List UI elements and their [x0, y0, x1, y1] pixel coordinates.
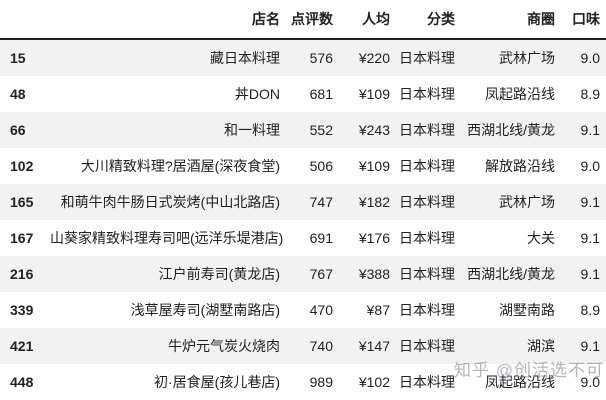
row-index: 167: [10, 230, 34, 246]
cell-category: 日本料理: [399, 50, 455, 66]
cell-reviews: 506: [309, 158, 333, 174]
table-row: 421 牛炉元气炭火烧肉 740 ¥147 日本料理 湖滨 9.1: [0, 328, 606, 364]
cell-name: 江户前寿司(黄龙店): [158, 266, 280, 282]
header-row: 店名 点评数 人均 分类 商圈 口味: [0, 0, 606, 40]
cell-reviews: 747: [309, 194, 333, 210]
cell-category: 日本料理: [399, 86, 455, 102]
table-row: 216 江户前寿司(黄龙店) 767 ¥388 日本料理 西湖北线/黄龙 9.1: [0, 256, 606, 292]
index-column-header: [0, 0, 50, 40]
cell-avg: ¥220: [358, 50, 390, 66]
cell-taste: 9.0: [580, 374, 600, 390]
cell-category: 日本料理: [399, 338, 455, 354]
cell-district: 西湖北线/黄龙: [467, 266, 555, 282]
cell-reviews: 740: [309, 338, 333, 354]
cell-taste: 9.1: [580, 338, 600, 354]
row-index: 165: [10, 194, 34, 210]
cell-name: 浅草屋寿司(湖墅南路店): [130, 302, 280, 318]
cell-avg: ¥147: [358, 338, 390, 354]
table-row: 66 和一料理 552 ¥243 日本料理 西湖北线/黄龙 9.1: [0, 112, 606, 148]
cell-name: 丼DON: [234, 86, 280, 102]
table-row: 339 浅草屋寿司(湖墅南路店) 470 ¥87 日本料理 湖墅南路 8.9: [0, 292, 606, 328]
cell-reviews: 552: [309, 122, 333, 138]
cell-category: 日本料理: [399, 122, 455, 138]
cell-category: 日本料理: [399, 266, 455, 282]
column-header-avg: 人均: [339, 0, 396, 40]
row-index: 48: [10, 86, 26, 102]
cell-avg: ¥388: [358, 266, 390, 282]
cell-district: 凤起路沿线: [485, 374, 555, 390]
cell-taste: 9.1: [580, 194, 600, 210]
cell-taste: 9.1: [580, 122, 600, 138]
cell-avg: ¥109: [358, 158, 390, 174]
cell-taste: 9.1: [580, 230, 600, 246]
row-index: 448: [10, 374, 34, 390]
column-header-taste: 口味: [561, 0, 606, 40]
cell-reviews: 691: [309, 230, 333, 246]
cell-category: 日本料理: [399, 230, 455, 246]
cell-avg: ¥102: [358, 374, 390, 390]
cell-name: 牛炉元气炭火烧肉: [168, 338, 280, 354]
cell-reviews: 681: [309, 86, 333, 102]
row-index: 421: [10, 338, 34, 354]
column-header-district: 商圈: [461, 0, 561, 40]
cell-name: 和萌牛肉牛肠日式炭烤(中山北路店): [60, 194, 280, 210]
cell-reviews: 470: [309, 302, 333, 318]
cell-reviews: 576: [309, 50, 333, 66]
cell-avg: ¥87: [366, 302, 390, 318]
cell-category: 日本料理: [399, 374, 455, 390]
row-index: 216: [10, 266, 34, 282]
table-header: 店名 点评数 人均 分类 商圈 口味: [0, 0, 606, 40]
cell-district: 湖滨: [527, 338, 555, 354]
cell-category: 日本料理: [399, 194, 455, 210]
cell-avg: ¥182: [358, 194, 390, 210]
cell-taste: 8.9: [580, 302, 600, 318]
table-row: 102 大川精致料理?居酒屋(深夜食堂) 506 ¥109 日本料理 解放路沿线 9.0: [0, 148, 606, 184]
table-row: 48 丼DON 681 ¥109 日本料理 凤起路沿线 8.9: [0, 76, 606, 112]
column-header-name: 店名: [50, 0, 286, 40]
row-index: 339: [10, 302, 34, 318]
cell-name: 山葵家精致料理寿司吧(远洋乐堤港店): [50, 230, 284, 246]
row-index: 102: [10, 158, 34, 174]
cell-district: 凤起路沿线: [485, 86, 555, 102]
cell-taste: 9.0: [580, 158, 600, 174]
cell-district: 大关: [527, 230, 555, 246]
cell-avg: ¥109: [358, 86, 390, 102]
table-row: 167 山葵家精致料理寿司吧(远洋乐堤港店) 691 ¥176 日本料理 大关 9.1: [0, 220, 606, 256]
row-index: 15: [10, 50, 26, 66]
cell-taste: 8.9: [580, 86, 600, 102]
row-index: 66: [10, 122, 26, 138]
cell-category: 日本料理: [399, 302, 455, 318]
table-body: 15 藏日本料理 576 ¥220 日本料理 武林广场 9.0 48 丼DON 681 ¥109 日本…: [0, 39, 606, 400]
cell-district: 武林广场: [499, 50, 555, 66]
cell-name: 和一料理: [224, 122, 280, 138]
cell-name: 初·居食屋(孩儿巷店): [154, 374, 280, 390]
table-row: 165 和萌牛肉牛肠日式炭烤(中山北路店) 747 ¥182 日本料理 武林广场 9.1: [0, 184, 606, 220]
cell-district: 解放路沿线: [485, 158, 555, 174]
cell-name: 大川精致料理?居酒屋(深夜食堂): [80, 158, 280, 174]
cell-taste: 9.0: [580, 50, 600, 66]
cell-avg: ¥176: [358, 230, 390, 246]
cell-district: 西湖北线/黄龙: [467, 122, 555, 138]
table-row: 448 初·居食屋(孩儿巷店) 989 ¥102 日本料理 凤起路沿线 9.0: [0, 364, 606, 400]
cell-district: 湖墅南路: [499, 302, 555, 318]
cell-district: 武林广场: [499, 194, 555, 210]
cell-name: 藏日本料理: [210, 50, 280, 66]
cell-avg: ¥243: [358, 122, 390, 138]
table-row: 15 藏日本料理 576 ¥220 日本料理 武林广场 9.0: [0, 39, 606, 76]
cell-category: 日本料理: [399, 158, 455, 174]
column-header-category: 分类: [396, 0, 461, 40]
column-header-reviews: 点评数: [286, 0, 339, 40]
cell-reviews: 989: [309, 374, 333, 390]
cell-reviews: 767: [309, 266, 333, 282]
cell-taste: 9.1: [580, 266, 600, 282]
